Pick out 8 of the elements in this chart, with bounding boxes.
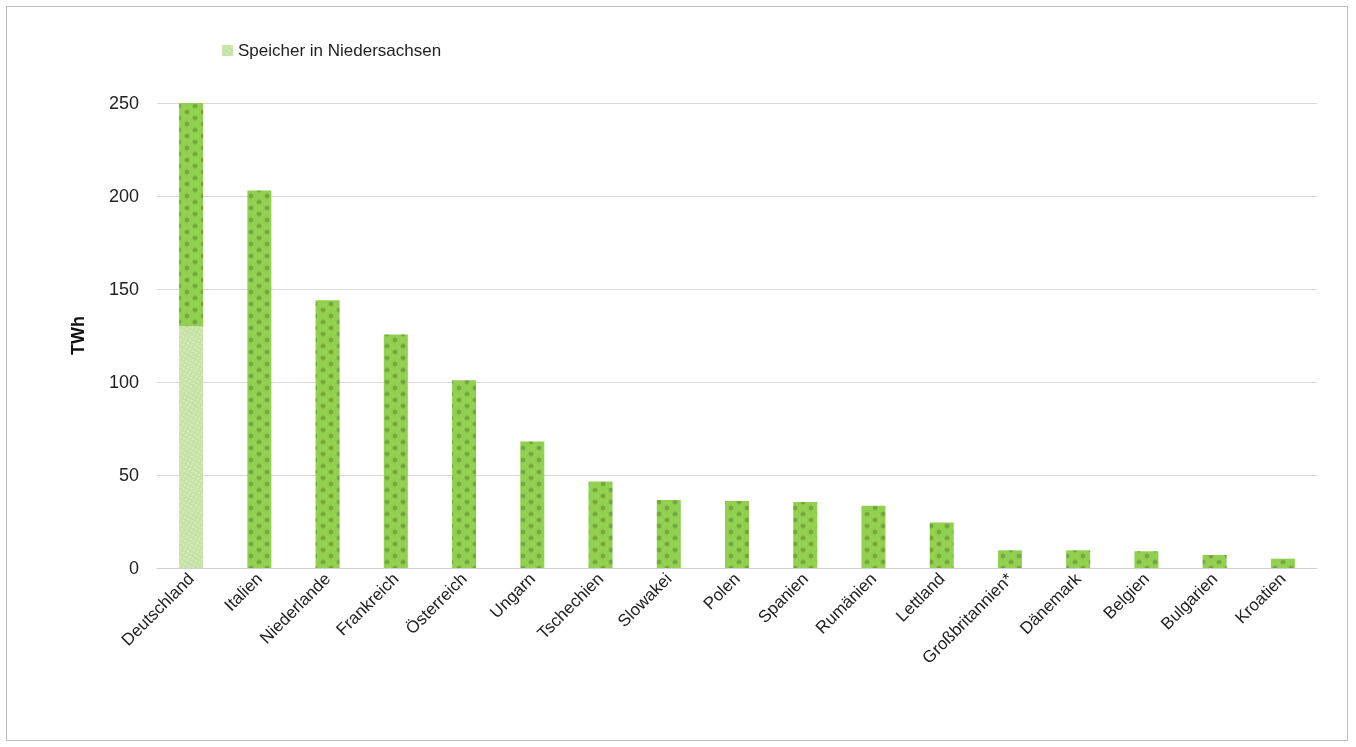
y-tick-label: 150 [108, 279, 139, 299]
y-tick-label: 200 [108, 186, 139, 206]
y-tick-label: 100 [108, 372, 139, 392]
y-tick-label: 0 [128, 558, 139, 578]
y-axis-title: TWh [68, 316, 88, 355]
y-tick-label: 50 [118, 465, 139, 485]
legend-label: Speicher in Niedersachsen [238, 41, 442, 60]
y-tick-label: 250 [108, 93, 139, 113]
